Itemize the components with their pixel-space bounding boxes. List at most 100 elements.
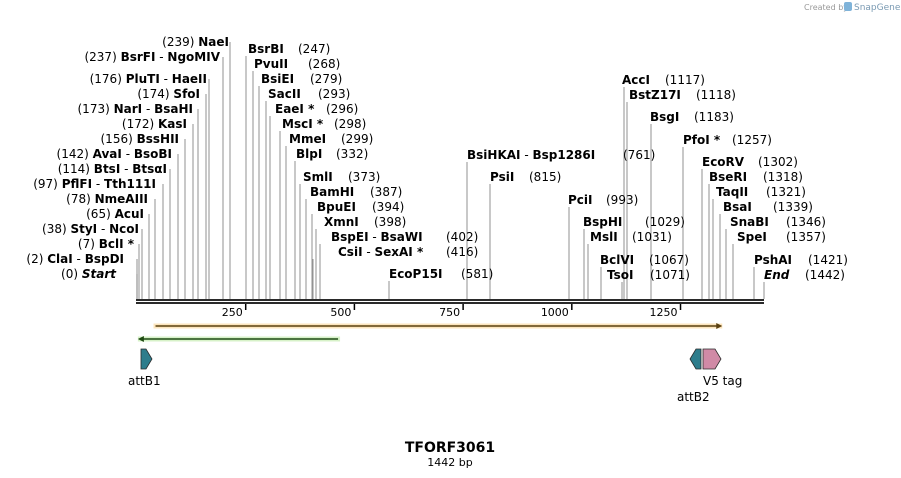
feature-shape <box>702 348 722 370</box>
cut-site-bstz17i[interactable]: BstZ17I (1118) <box>629 88 736 102</box>
cut-site-spei[interactable]: SpeI (1357) <box>737 230 826 244</box>
cut-site-snabi[interactable]: SnaBI (1346) <box>730 215 826 229</box>
cut-site-msli[interactable]: MslI (1031) <box>590 230 672 244</box>
cut-site-nari[interactable]: (173) NarI - BsaHI <box>78 102 194 116</box>
green-orf-arrow[interactable] <box>137 336 341 342</box>
cut-site-csii[interactable]: CsiI - SexAI * (416) <box>338 245 478 259</box>
site-position: (1031) <box>632 230 672 244</box>
cut-site-msci[interactable]: MscI * (298) <box>282 117 366 131</box>
site-label: BsrBI <box>248 42 284 56</box>
cut-site-tsoi[interactable]: TsoI (1071) <box>607 268 690 282</box>
cut-site-styi[interactable]: (38) StyI - NcoI <box>42 222 139 236</box>
site-label: (237) BsrFI - NgoMIV <box>84 50 220 64</box>
site-label: (142) AvaI - BsoBI <box>57 147 172 161</box>
feature-label: V5 tag <box>703 374 742 388</box>
snapgene-logo-icon <box>844 2 852 11</box>
cut-site-bclvi[interactable]: BclVI (1067) <box>600 253 689 267</box>
site-label: BspHI <box>583 215 622 229</box>
site-position: (1321) <box>766 185 806 199</box>
orange-orf-arrow[interactable] <box>153 323 723 329</box>
cut-site-bsphi[interactable]: BspHI (1029) <box>583 215 685 229</box>
dna-backbone-gap <box>136 301 764 302</box>
feature-label: attB2 <box>677 390 710 404</box>
cut-site-start[interactable]: (0) Start <box>61 267 117 281</box>
site-label: EcoRV <box>702 155 745 169</box>
cut-site-pshai[interactable]: PshAI (1421) <box>754 253 848 267</box>
cut-site-bsihkai[interactable]: BsiHKAI - Bsp1286I (761) <box>467 148 655 162</box>
site-position: (298) <box>334 117 366 131</box>
cut-site-bsai[interactable]: BsaI (1339) <box>723 200 813 214</box>
site-label: SacII <box>268 87 301 101</box>
cut-site-pluti[interactable]: (176) PluTI - HaeII <box>90 72 207 86</box>
cut-site-clai[interactable]: (2) ClaI - BspDI <box>26 252 124 266</box>
cut-site-bpuei[interactable]: BpuEI (394) <box>317 200 404 214</box>
site-position: (1029) <box>645 215 685 229</box>
site-position: (268) <box>308 57 340 71</box>
cut-site-eaei[interactable]: EaeI * (296) <box>275 102 358 116</box>
site-label: End <box>764 268 790 282</box>
cut-site-bsgi[interactable]: BsgI (1183) <box>650 110 734 124</box>
cut-site-end[interactable]: End (1442) <box>764 268 845 282</box>
site-label: EcoP15I <box>389 267 443 281</box>
site-position: (387) <box>370 185 402 199</box>
site-position: (1118) <box>696 88 736 102</box>
cut-site-mmei[interactable]: MmeI (299) <box>289 132 373 146</box>
ruler-tick-label: 500 <box>330 306 351 319</box>
site-label: BspEI - BsaWI <box>331 230 423 244</box>
cut-site-acci[interactable]: AccI (1117) <box>622 73 705 87</box>
cut-site-bcli[interactable]: (7) BclI * <box>78 237 135 251</box>
cut-site-nmeaiii[interactable]: (78) NmeAIII <box>66 192 148 206</box>
feature-attb1[interactable]: attB1 <box>128 348 161 388</box>
cut-site-pflfi[interactable]: (97) PflFI - Tth111I <box>33 177 156 191</box>
site-position: (761) <box>623 148 655 162</box>
site-label: (156) BssHII <box>101 132 180 146</box>
ruler-tick-label: 1000 <box>541 306 569 319</box>
cut-site-bamhi[interactable]: BamHI (387) <box>310 185 402 199</box>
feature-attb2[interactable]: attB2 <box>677 348 710 404</box>
cut-site-naei[interactable]: (239) NaeI <box>162 35 229 49</box>
site-position: (1067) <box>649 253 689 267</box>
ruler-tick-label: 750 <box>439 306 460 319</box>
cut-site-bsiei[interactable]: BsiEI (279) <box>261 72 342 86</box>
site-label: PfoI * <box>683 133 721 147</box>
cut-site-bsshii[interactable]: (156) BssHII <box>101 132 180 146</box>
cut-site-ecorv[interactable]: EcoRV (1302) <box>702 155 798 169</box>
cut-site-avai[interactable]: (142) AvaI - BsoBI <box>57 147 172 161</box>
cut-site-taqii[interactable]: TaqII (1321) <box>716 185 806 199</box>
site-label: BsgI <box>650 110 679 124</box>
ruler-ticks: 250 500 750 1000 1250 <box>222 304 682 319</box>
cut-site-bseri[interactable]: BseRI (1318) <box>709 170 803 184</box>
cut-site-blpi[interactable]: BlpI (332) <box>296 147 368 161</box>
cut-site-kasi[interactable]: (172) KasI <box>122 117 187 131</box>
cut-site-acui[interactable]: (65) AcuI <box>86 207 144 221</box>
cut-site-bspei[interactable]: BspEI - BsaWI (402) <box>331 230 478 244</box>
site-position: (993) <box>606 193 638 207</box>
map-length: 1442 bp <box>427 456 472 469</box>
cut-site-pcii[interactable]: PciI (993) <box>568 193 638 207</box>
cut-site-sacii[interactable]: SacII (293) <box>268 87 350 101</box>
cut-site-pfoi[interactable]: PfoI * (1257) <box>683 133 772 147</box>
site-label: BseRI <box>709 170 747 184</box>
cut-site-ecop15i[interactable]: EcoP15I (581) <box>389 267 493 281</box>
site-label: (172) KasI <box>122 117 187 131</box>
site-label: BclVI <box>600 253 634 267</box>
cut-site-bsrbi[interactable]: BsrBI (247) <box>248 42 330 56</box>
site-label: (0) Start <box>61 267 117 281</box>
feature-shape <box>140 348 153 370</box>
cut-site-pvuii[interactable]: PvuII (268) <box>254 57 340 71</box>
site-position: (332) <box>336 147 368 161</box>
cut-site-sfoi[interactable]: (174) SfoI <box>137 87 200 101</box>
cut-site-btsi[interactable]: (114) BtsI - BtsαI <box>58 162 167 176</box>
site-position: (1071) <box>650 268 690 282</box>
site-label: (173) NarI - BsaHI <box>78 102 194 116</box>
feature-v5-tag[interactable]: V5 tag <box>702 348 742 388</box>
site-label: SpeI <box>737 230 767 244</box>
cut-site-psii[interactable]: PsiI (815) <box>490 170 561 184</box>
site-label: PciI <box>568 193 593 207</box>
cut-site-smli[interactable]: SmlI (373) <box>303 170 380 184</box>
site-label: BsiEI <box>261 72 294 86</box>
cut-site-bsrfi[interactable]: (237) BsrFI - NgoMIV <box>84 50 220 64</box>
site-label: SnaBI <box>730 215 769 229</box>
feature-label: attB1 <box>128 374 161 388</box>
cut-site-xmni[interactable]: XmnI (398) <box>324 215 406 229</box>
